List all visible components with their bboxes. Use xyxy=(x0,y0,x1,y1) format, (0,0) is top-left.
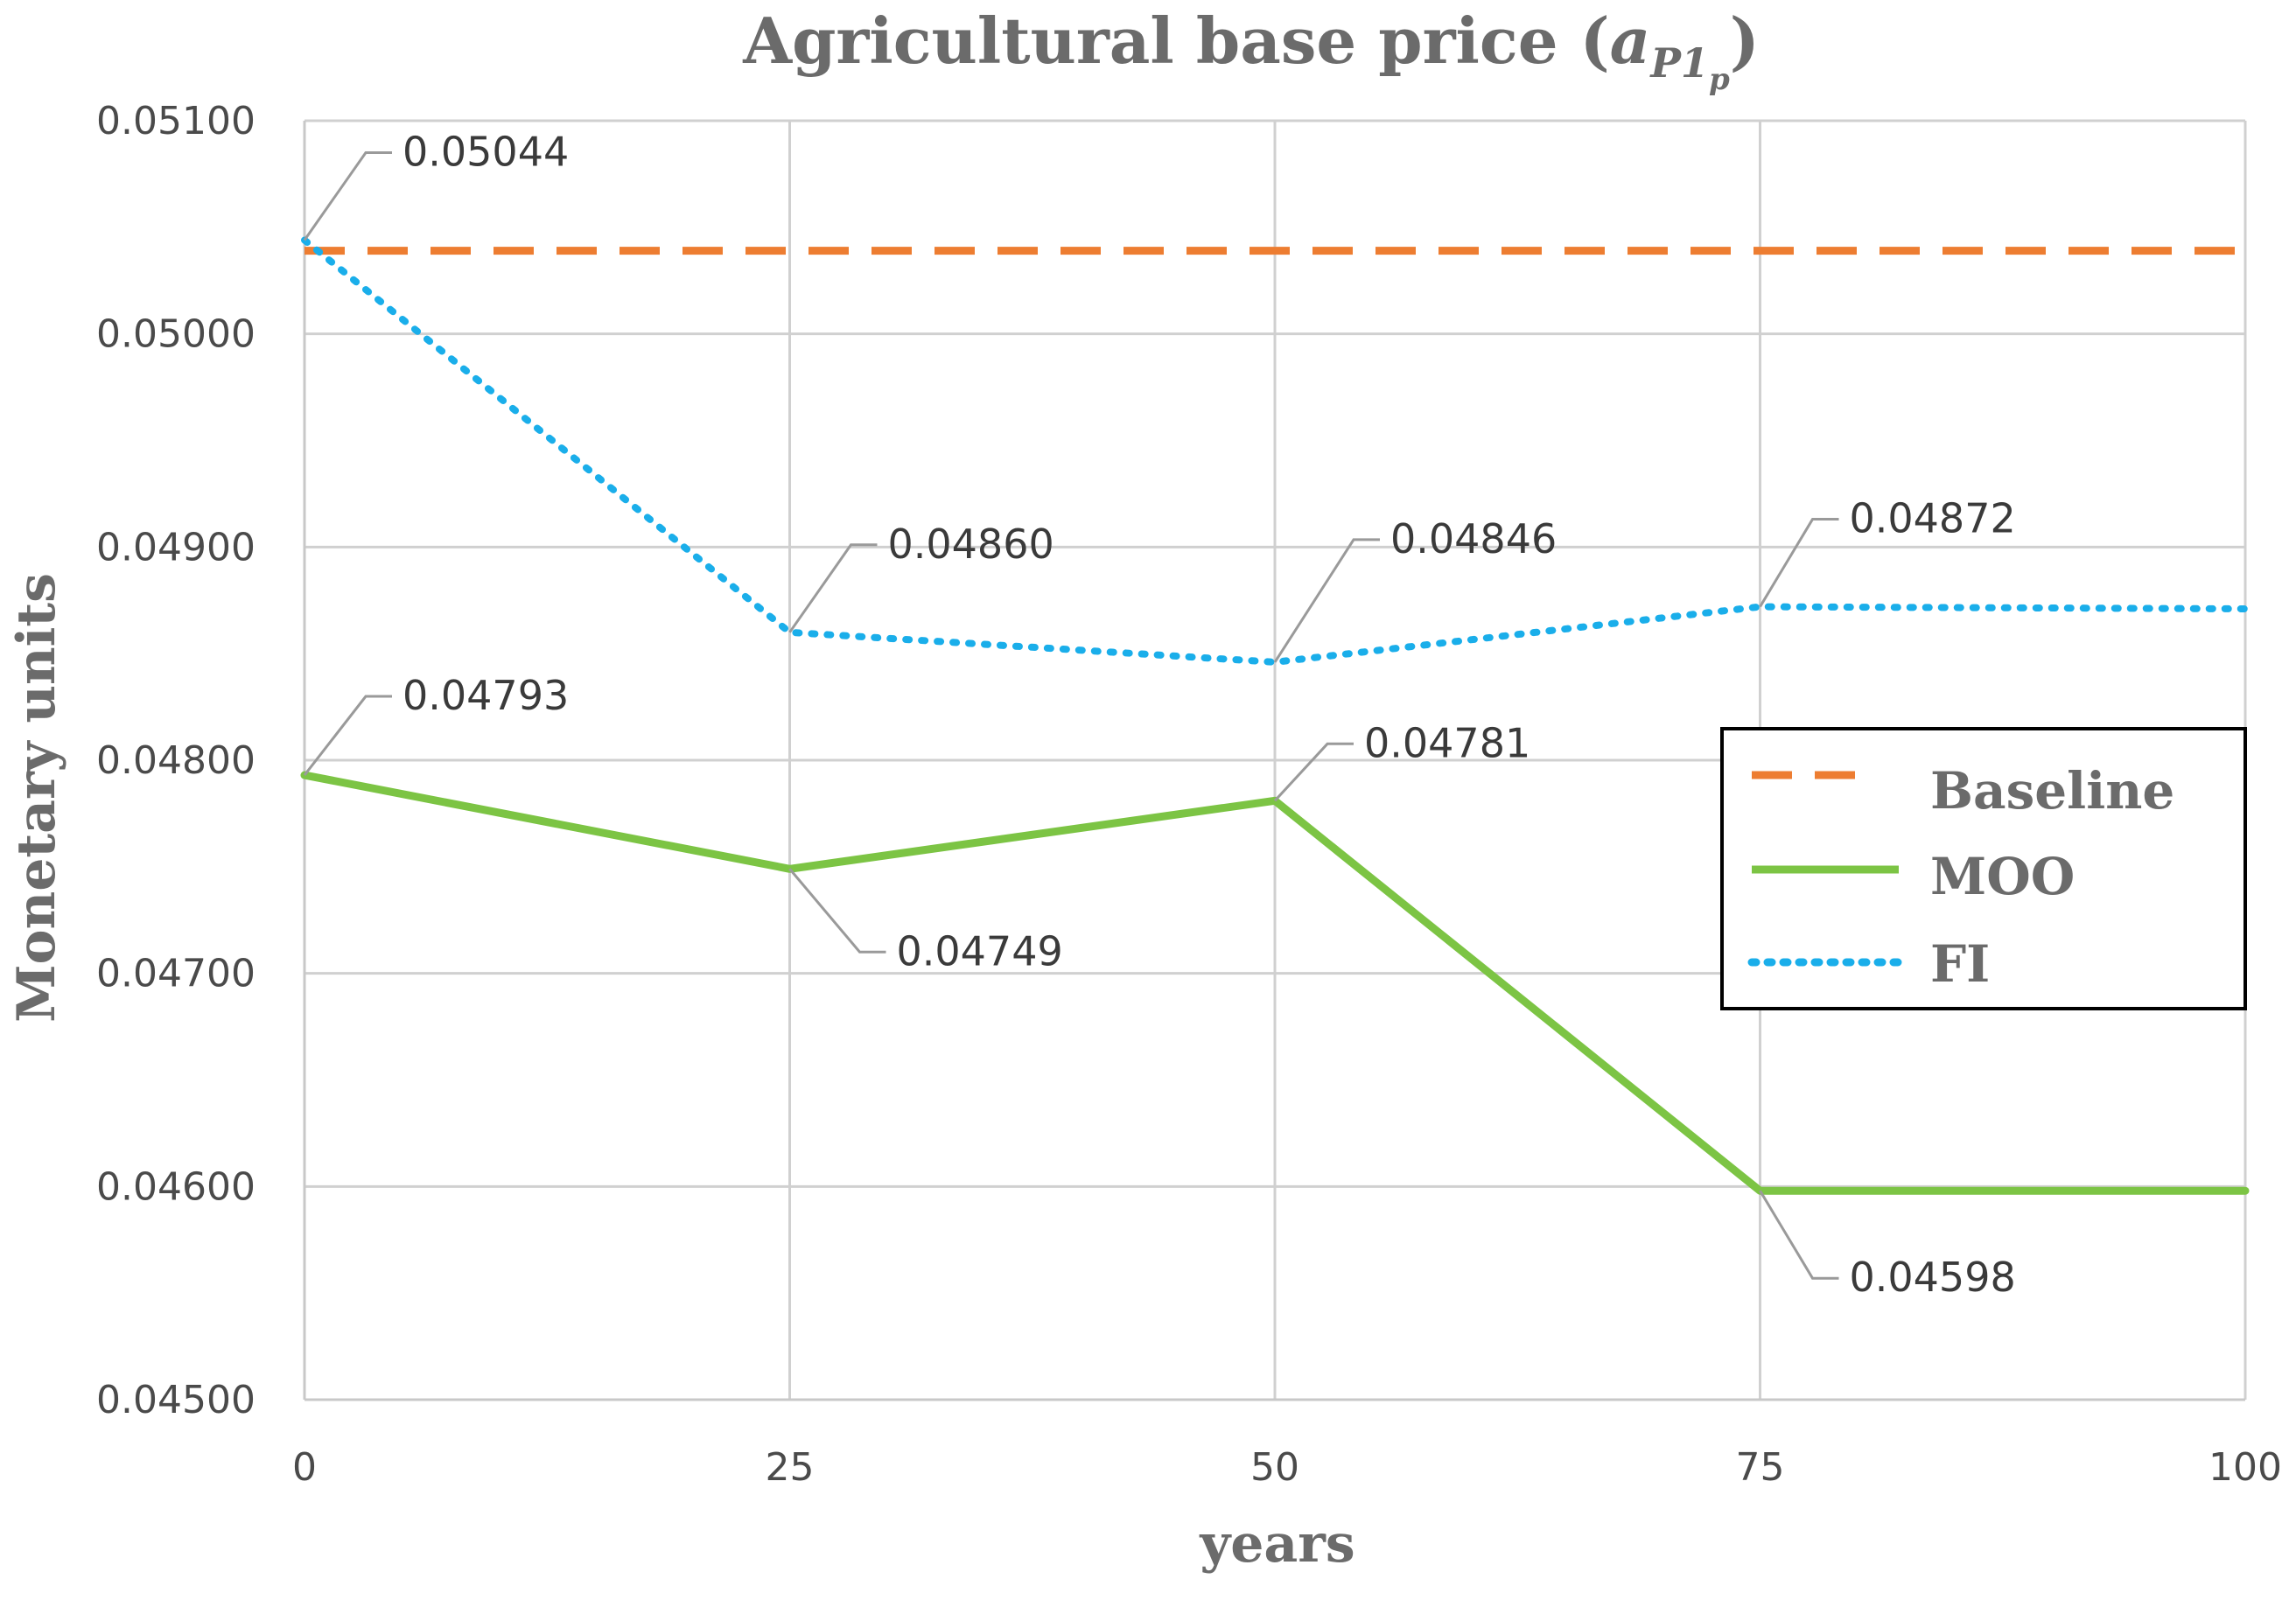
legend-label-baseline: Baseline xyxy=(1930,761,2174,821)
data-label: 0.04598 xyxy=(1850,1254,2016,1301)
y-tick-label: 0.04600 xyxy=(96,1164,256,1209)
y-tick-label: 0.04700 xyxy=(96,952,256,996)
x-axis-label: years xyxy=(1199,1513,1354,1575)
data-label: 0.05044 xyxy=(402,128,569,175)
title-text: Agricultural base price ( xyxy=(742,3,1609,78)
data-label: 0.04793 xyxy=(402,672,569,719)
data-label: 0.04872 xyxy=(1850,495,2016,542)
y-axis-label: Monetary units xyxy=(6,573,67,1023)
data-label-leader xyxy=(1759,1190,1839,1280)
data-labels: 0.05044 0.04860 0.04846 0.04872 0.04793 0.047… xyxy=(303,128,2016,1301)
x-tick-label: 75 xyxy=(1736,1445,1785,1490)
data-label-leader xyxy=(1273,742,1354,802)
x-tick-label: 50 xyxy=(1250,1445,1299,1490)
data-label: 0.04846 xyxy=(1390,515,1557,562)
grid xyxy=(303,119,2247,1401)
x-tick-label: 0 xyxy=(292,1445,317,1490)
y-tick-label: 0.05000 xyxy=(96,312,256,357)
axis-ticks: 0.04500 0.04600 0.04700 0.04800 0.04900 0.050… xyxy=(96,99,2282,1490)
y-tick-label: 0.04800 xyxy=(96,738,256,783)
legend: Baseline MOO FI xyxy=(1720,727,2247,1010)
data-label-leader xyxy=(303,150,392,241)
series-line-fi xyxy=(301,236,2249,666)
x-tick-label: 25 xyxy=(766,1445,815,1490)
legend-label-fi: FI xyxy=(1930,934,1990,994)
data-label-leader xyxy=(788,543,878,633)
data-label: 0.04749 xyxy=(897,927,1063,975)
y-tick-label: 0.05100 xyxy=(96,99,256,143)
title-symbol-base: a xyxy=(1610,3,1651,78)
data-label-leader xyxy=(1759,518,1839,608)
title-symbol-sub: P1 xyxy=(1648,39,1709,87)
title-symbol-subsub: p xyxy=(1709,62,1730,97)
x-tick-label: 100 xyxy=(2208,1445,2282,1490)
y-tick-label: 0.04500 xyxy=(96,1378,256,1422)
data-label: 0.04781 xyxy=(1364,719,1530,766)
title-close: ) xyxy=(1730,3,1760,78)
data-label: 0.04860 xyxy=(888,521,1054,568)
data-label-leader xyxy=(303,695,392,776)
data-label-leader xyxy=(788,868,886,954)
y-tick-label: 0.04900 xyxy=(96,525,256,569)
data-label-leader xyxy=(1273,538,1380,663)
chart-title: Agricultural base price (aP1p) xyxy=(742,3,1760,97)
legend-label-moo: MOO xyxy=(1930,847,2075,906)
